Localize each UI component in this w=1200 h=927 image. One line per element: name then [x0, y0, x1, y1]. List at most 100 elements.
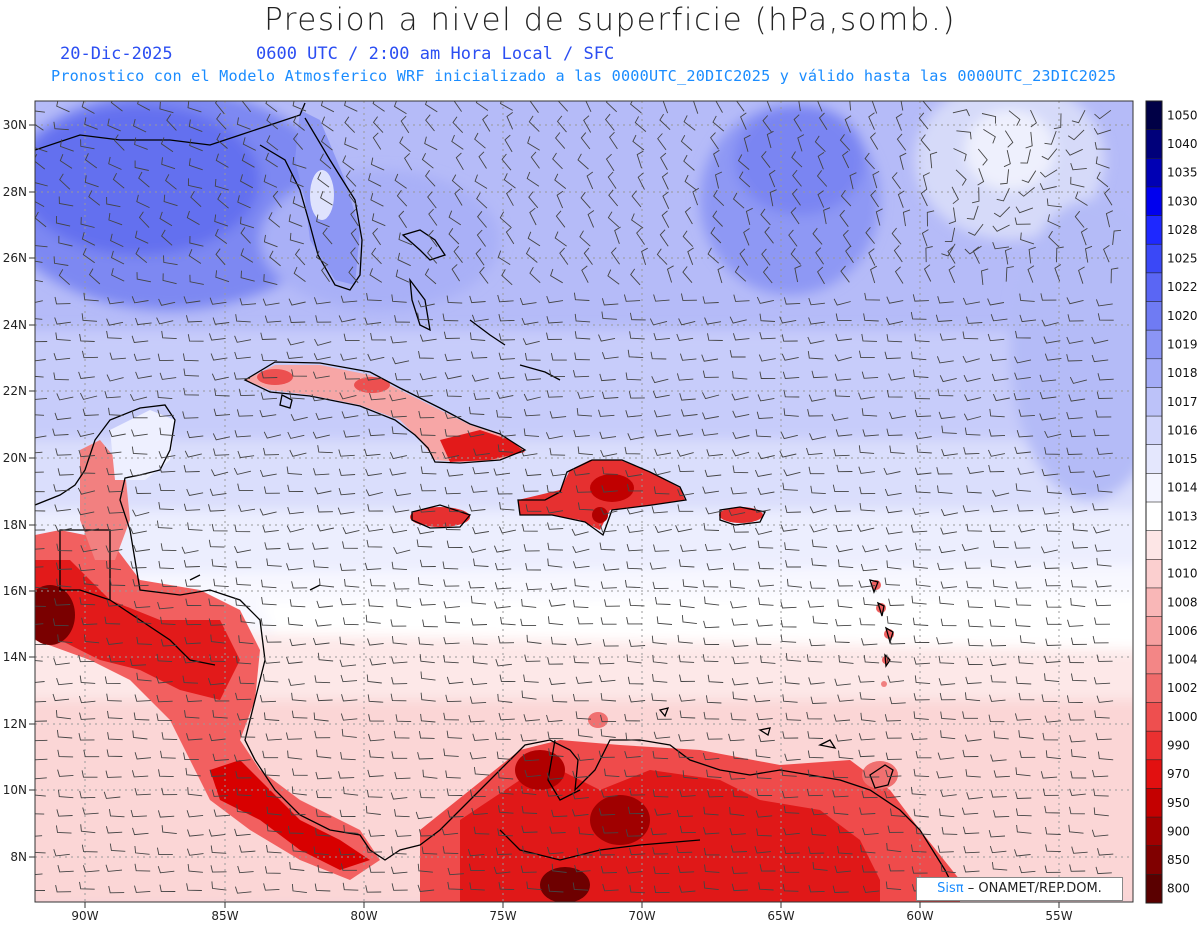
wind-barb — [860, 844, 876, 854]
wind-barb — [576, 408, 593, 417]
wind-barb — [35, 435, 47, 439]
wind-barb — [469, 789, 486, 797]
wind-barb — [390, 693, 407, 702]
wind-barb — [832, 484, 849, 493]
wind-barb — [417, 884, 435, 892]
wind-barb — [837, 579, 854, 587]
wind-barb — [781, 768, 797, 777]
wind-barb — [807, 769, 824, 778]
wind-barb — [732, 639, 749, 647]
wind-barb — [366, 789, 383, 798]
wind-barb — [817, 101, 823, 112]
wind-barb — [265, 152, 278, 168]
wind-barb — [497, 693, 513, 703]
wind-barb — [131, 296, 149, 304]
wind-barb — [372, 116, 384, 133]
wind-barb — [419, 598, 436, 606]
wind-barb — [421, 846, 438, 855]
colorbar-swatch — [1146, 731, 1162, 761]
wind-barb — [1008, 110, 1021, 126]
wind-barb — [1084, 245, 1093, 263]
wind-barb — [810, 827, 827, 836]
wind-barb — [136, 672, 152, 682]
wind-barb — [213, 578, 229, 588]
wind-barb — [78, 695, 96, 704]
wind-barb — [240, 270, 255, 282]
wind-barb — [57, 789, 74, 799]
wind-barb — [107, 506, 124, 514]
wind-barb — [473, 558, 489, 567]
wind-barb — [702, 412, 719, 420]
wind-barb — [418, 351, 434, 359]
wind-barb — [754, 469, 772, 478]
wind-barb — [600, 865, 617, 874]
wind-barb — [526, 171, 540, 187]
wind-barb — [624, 713, 641, 722]
wind-barb — [391, 656, 408, 664]
wind-barb — [857, 524, 875, 532]
wind-barb — [186, 883, 202, 891]
wind-barb — [471, 314, 489, 322]
wind-barb — [650, 827, 667, 836]
wind-barb — [757, 487, 775, 495]
wind-barb — [884, 790, 901, 799]
wind-barb — [315, 771, 332, 780]
wind-barb — [79, 790, 96, 799]
wind-barb — [937, 845, 954, 853]
wind-barb — [1070, 579, 1087, 588]
wind-barb — [52, 693, 70, 702]
wind-barb — [1015, 597, 1032, 606]
wind-barb — [858, 445, 875, 454]
wind-barb — [208, 504, 225, 512]
wind-barb — [889, 637, 906, 645]
wind-barb — [987, 449, 1005, 457]
wind-barb — [769, 189, 777, 207]
wind-barb — [497, 444, 514, 453]
wind-barb — [762, 115, 772, 133]
wind-barb — [548, 677, 566, 685]
wind-barb — [53, 657, 70, 666]
wind-barb — [629, 312, 646, 321]
wind-barb — [1070, 637, 1087, 645]
wind-barb — [965, 769, 981, 778]
wind-barb — [156, 317, 174, 325]
wind-barb — [129, 658, 147, 666]
wind-barb — [506, 188, 514, 206]
wind-barb — [598, 656, 615, 665]
wind-barb — [442, 846, 459, 855]
colorbar-swatch — [1146, 444, 1162, 474]
wind-barb — [577, 153, 589, 170]
wind-barb — [35, 548, 45, 550]
wind-barb — [662, 101, 669, 114]
wind-barb — [759, 331, 776, 340]
wind-barb — [134, 863, 151, 872]
wind-barb — [1097, 373, 1114, 381]
colorbar-label: 1020 — [1167, 309, 1198, 323]
wind-barb — [914, 467, 932, 475]
wind-barb — [676, 449, 694, 457]
wind-barb — [1066, 411, 1083, 420]
wind-barb — [784, 505, 801, 513]
wind-barb — [794, 265, 802, 283]
wind-barb — [266, 135, 279, 151]
wind-barb — [790, 248, 801, 265]
wind-barb — [546, 295, 564, 304]
colorbar-swatch — [1146, 272, 1162, 302]
colorbar-swatch — [1146, 587, 1162, 617]
wind-barb — [660, 152, 668, 171]
wind-barb — [652, 789, 669, 798]
wind-barb — [370, 332, 386, 341]
wind-barb — [627, 349, 644, 359]
wind-barb — [938, 678, 956, 686]
wind-barb — [1103, 245, 1110, 263]
wind-barb — [366, 524, 384, 532]
wind-barb — [858, 749, 875, 758]
wind-barb — [583, 115, 592, 133]
wind-barb — [812, 615, 828, 625]
wind-barb — [885, 731, 902, 739]
wind-barb — [886, 654, 902, 663]
wind-barb — [734, 265, 747, 282]
wind-barb — [425, 170, 436, 187]
wind-barb — [159, 372, 177, 380]
wind-barb — [1044, 430, 1062, 438]
